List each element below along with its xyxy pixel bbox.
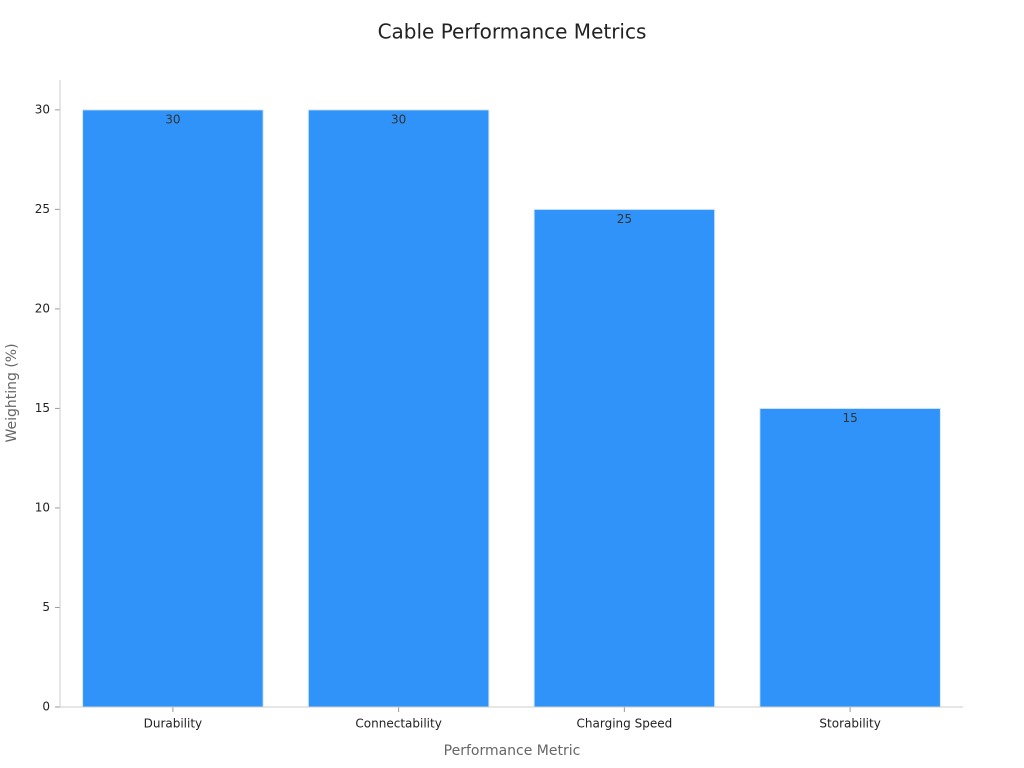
x-tick-label: Durability [144,717,203,731]
bar [533,208,716,708]
chart-title: Cable Performance Metrics [378,20,647,44]
data-label: 30 [165,112,180,126]
data-label: 15 [842,411,857,425]
y-tick-label: 25 [35,202,50,216]
x-tick-label: Connectability [355,717,441,731]
y-tick-label: 30 [35,102,50,116]
bar [759,407,941,708]
y-tick-label: 5 [42,600,50,614]
data-label: 25 [617,212,632,226]
y-axis-label: Weighting (%) [4,343,20,442]
x-tick-label: Charging Speed [577,717,673,731]
y-tick-label: 20 [35,301,50,315]
data-label: 30 [391,112,406,126]
y-tick-label: 10 [35,500,50,514]
bar [82,109,264,708]
x-tick-label: Storability [819,717,880,731]
bar [307,109,490,708]
y-tick-label: 15 [35,401,50,415]
x-axis-label: Performance Metric [444,743,581,759]
y-tick-label: 0 [42,700,50,714]
